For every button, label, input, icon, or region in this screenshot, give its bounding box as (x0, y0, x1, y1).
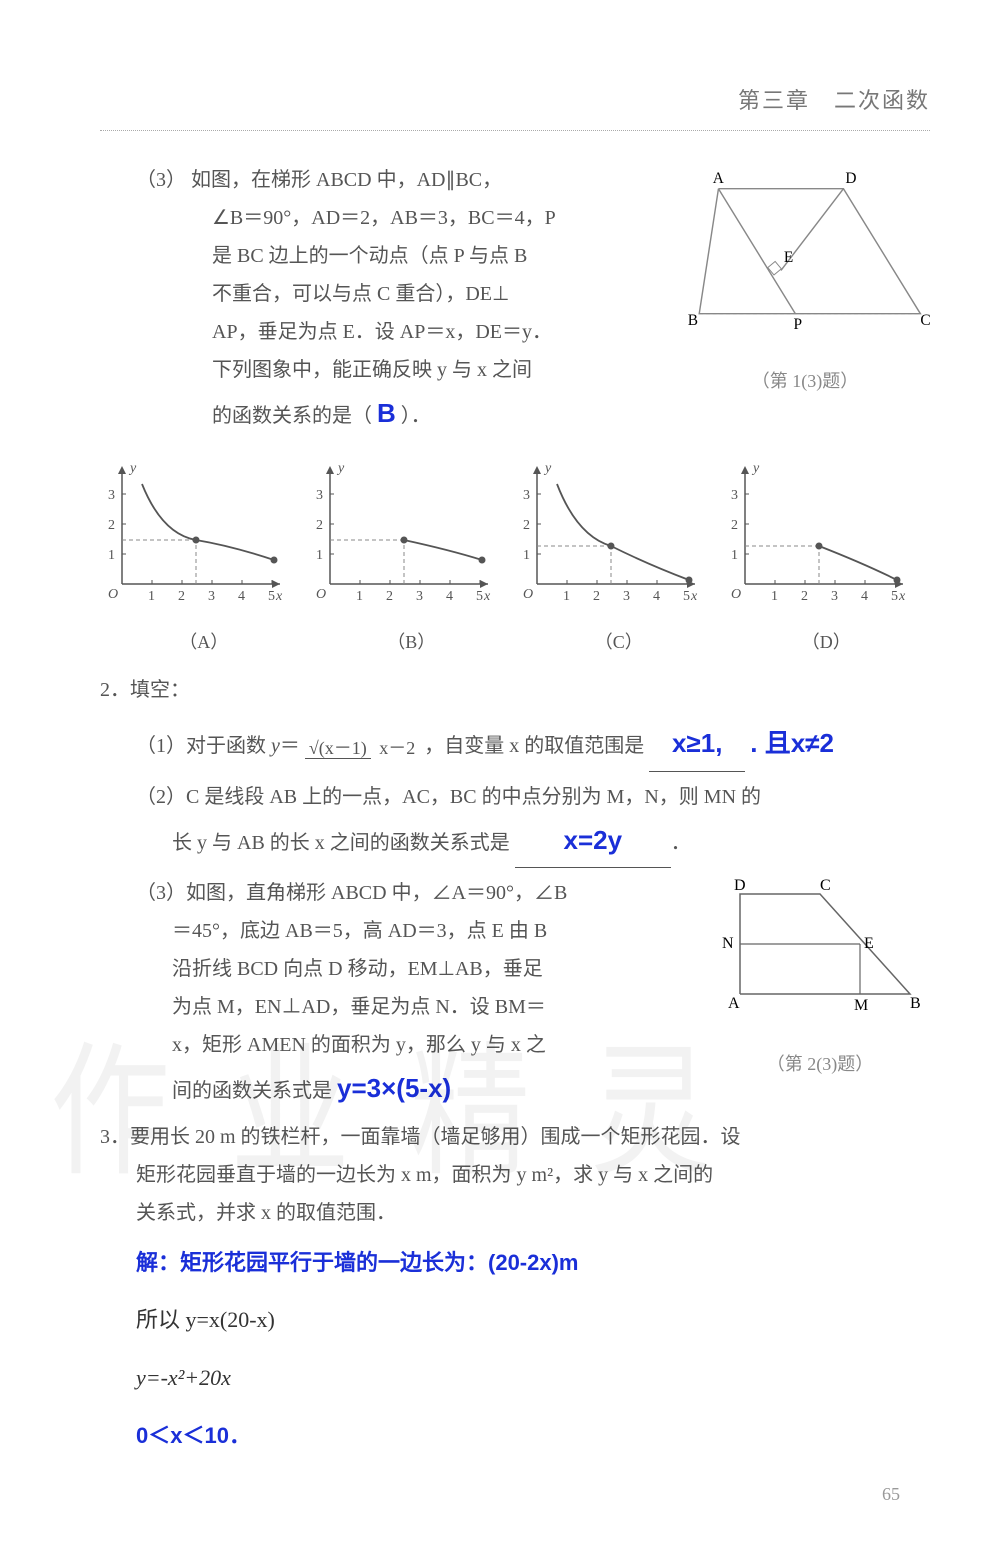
svg-text:3: 3 (108, 488, 115, 503)
svg-text:A: A (713, 170, 724, 187)
trapezoid-figure: A D B C E P (680, 161, 930, 351)
svg-text:C: C (920, 312, 930, 329)
q1-3-close: ）． (401, 405, 431, 427)
q2-2-l1: （2）C 是线段 AB 上的一点，AC，BC 的中点分别为 M，N，则 MN 的 (136, 778, 930, 816)
svg-text:E: E (784, 249, 793, 266)
svg-text:1: 1 (148, 589, 155, 604)
svg-text:2: 2 (593, 589, 600, 604)
q2-2-ans: x=2y (515, 816, 671, 868)
q1-3-text: （3） 如图，在梯形 ABCD 中，AD∥BC， ∠B＝90°，AD＝2，AB＝… (100, 161, 662, 438)
svg-text:3: 3 (731, 488, 738, 503)
svg-text:2: 2 (523, 518, 530, 533)
q1-3-num: （3） (136, 169, 186, 191)
right-trapezoid-figure: D C A B N E M (710, 874, 930, 1034)
svg-text:3: 3 (831, 589, 838, 604)
q2-2-l2: 长 y 与 AB 的长 x 之间的函数关系式是 (172, 832, 510, 854)
svg-text:4: 4 (238, 589, 245, 604)
q1-3-l3: 是 BC 边上的一个动点（点 P 与点 B (136, 237, 662, 275)
q1-3-l1: 如图，在梯形 ABCD 中，AD∥BC， (191, 169, 502, 191)
q2-1-ans2: . 且x≠2 (750, 728, 834, 758)
q2-1-ans1: x≥1, (649, 719, 745, 771)
svg-text:5: 5 (891, 589, 898, 604)
svg-text:1: 1 (563, 589, 570, 604)
svg-text:5: 5 (268, 589, 275, 604)
q1-3-l6: 下列图象中，能正确反映 y 与 x 之间 (136, 351, 662, 389)
svg-text:A: A (728, 995, 740, 1012)
q2-1-mid: ，自变量 x 的取值范围是 (424, 735, 644, 757)
svg-text:B: B (688, 312, 698, 329)
q2-3-ans: y=3×(5-x) (337, 1073, 451, 1103)
svg-text:x: x (898, 589, 906, 604)
q1-3-figcap: （第 1(3)题） (680, 364, 930, 398)
svg-text:1: 1 (731, 548, 738, 563)
q3-l2: 矩形花园垂直于墙的一边长为 x m，面积为 y m²，求 y 与 x 之间的 (100, 1156, 930, 1194)
svg-text:4: 4 (446, 589, 453, 604)
q3-l3: 关系式，并求 x 的取值范围． (100, 1194, 930, 1232)
chart-A: 12345123Oxy（A） (100, 456, 308, 659)
svg-text:x: x (275, 589, 283, 604)
svg-text:4: 4 (653, 589, 660, 604)
svg-text:1: 1 (316, 548, 323, 563)
chart-C: 12345123Oxy（C） (515, 456, 723, 659)
q2-1-frac-den: x－2 (375, 738, 419, 758)
svg-text:M: M (854, 997, 868, 1014)
chart-D: 12345123Oxy（D） (723, 456, 931, 659)
q2-1-frac-num: √(x－1) (305, 738, 371, 759)
svg-text:O: O (731, 587, 741, 602)
q2-3-l6: 间的函数关系式是 (172, 1080, 332, 1102)
svg-text:5: 5 (476, 589, 483, 604)
svg-text:2: 2 (801, 589, 808, 604)
q3-ans4: 0＜x＜10． (100, 1415, 930, 1457)
svg-text:2: 2 (386, 589, 393, 604)
q1-3-l2: ∠B＝90°，AD＝2，AB＝3，BC＝4，P (136, 199, 662, 237)
svg-text:D: D (734, 877, 746, 894)
q3-head: 3．要用长 20 m 的铁栏杆，一面靠墙（墙足够用）围成一个矩形花园．设 (100, 1118, 930, 1156)
svg-text:1: 1 (356, 589, 363, 604)
q1-3-l7: 的函数关系的是（ (212, 405, 372, 427)
svg-text:5: 5 (683, 589, 690, 604)
svg-text:O: O (108, 587, 118, 602)
svg-text:x: x (690, 589, 698, 604)
chapter-header: 第三章 二次函数 (100, 80, 930, 131)
svg-text:3: 3 (523, 488, 530, 503)
svg-text:4: 4 (861, 589, 868, 604)
svg-text:O: O (316, 587, 326, 602)
svg-text:y: y (336, 461, 345, 476)
q1-3-answer: B (377, 398, 396, 428)
q2-1-pre: （1）对于函数 (136, 735, 271, 757)
svg-text:N: N (722, 935, 734, 952)
svg-text:E: E (864, 935, 874, 952)
svg-text:2: 2 (178, 589, 185, 604)
svg-text:P: P (793, 316, 802, 333)
chart-B: 12345123Oxy（B） (308, 456, 516, 659)
svg-text:3: 3 (316, 488, 323, 503)
svg-text:O: O (523, 587, 533, 602)
svg-text:y: y (543, 461, 552, 476)
q2-head: 2．填空： (100, 671, 930, 709)
charts-row: 12345123Oxy（A） 12345123Oxy（B） 12345123Ox… (100, 456, 930, 659)
svg-text:2: 2 (316, 518, 323, 533)
svg-text:1: 1 (108, 548, 115, 563)
svg-text:3: 3 (208, 589, 215, 604)
q1-3-l5: AP，垂足为点 E．设 AP＝x，DE＝y． (136, 313, 662, 351)
svg-text:B: B (910, 995, 921, 1012)
svg-text:x: x (483, 589, 491, 604)
svg-text:1: 1 (523, 548, 530, 563)
svg-text:2: 2 (731, 518, 738, 533)
page-number: 65 (100, 1477, 930, 1511)
svg-text:3: 3 (416, 589, 423, 604)
q3-ans2: 所以 y=x(20-x) (100, 1299, 930, 1341)
svg-text:2: 2 (108, 518, 115, 533)
svg-text:C: C (820, 877, 831, 894)
q3-ans1: 解：矩形花园平行于墙的一边长为：(20-2x)m (100, 1242, 930, 1284)
svg-text:1: 1 (771, 589, 778, 604)
svg-text:3: 3 (623, 589, 630, 604)
svg-text:y: y (751, 461, 760, 476)
q2-3-figcap: （第 2(3)题） (710, 1047, 930, 1081)
svg-text:D: D (845, 170, 856, 187)
q1-3-l4: 不重合，可以与点 C 重合），DE⊥ (136, 275, 662, 313)
svg-text:y: y (128, 461, 137, 476)
q3-ans3: y=-x²+20x (100, 1357, 930, 1399)
